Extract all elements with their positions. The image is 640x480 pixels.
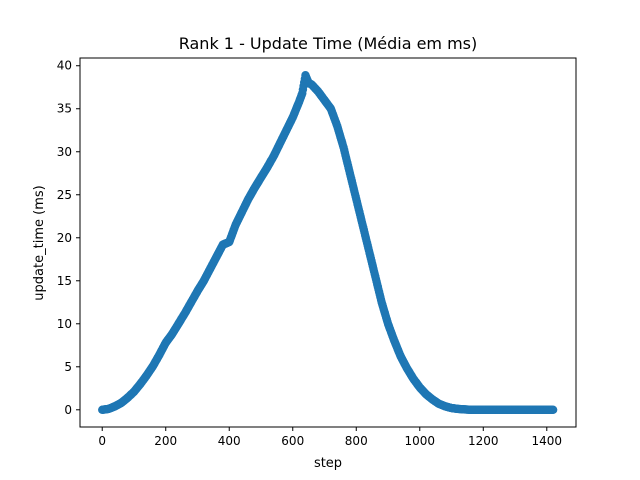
y-tick-label: 15: [57, 274, 72, 288]
x-tick-label: 1000: [404, 434, 435, 448]
x-tick-label: 600: [281, 434, 304, 448]
y-tick-label: 30: [57, 145, 72, 159]
x-tick-label: 200: [154, 434, 177, 448]
y-tick-label: 0: [64, 403, 72, 417]
y-tick-label: 25: [57, 188, 72, 202]
x-tick-label: 800: [345, 434, 368, 448]
y-axis: 0 5 10 15 20 25 30 35 40: [57, 59, 80, 417]
chart-title: Rank 1 - Update Time (Média em ms): [179, 34, 478, 53]
y-tick-label: 5: [64, 360, 72, 374]
x-axis: 0 200 400 600 800 1000 1200 1400: [98, 427, 562, 448]
x-tick-label: 1400: [532, 434, 563, 448]
axes-frame: [79, 57, 577, 428]
plot-area: [98, 71, 558, 414]
y-tick-label: 40: [57, 59, 72, 73]
y-axis-label: update_time (ms): [32, 185, 47, 300]
y-tick-label: 35: [57, 102, 72, 116]
x-tick-label: 0: [98, 434, 106, 448]
data-point: [548, 405, 558, 414]
y-tick-label: 10: [57, 317, 72, 331]
x-tick-label: 1200: [468, 434, 499, 448]
x-axis-label: step: [314, 456, 342, 471]
x-tick-label: 400: [218, 434, 241, 448]
y-tick-label: 20: [57, 231, 72, 245]
